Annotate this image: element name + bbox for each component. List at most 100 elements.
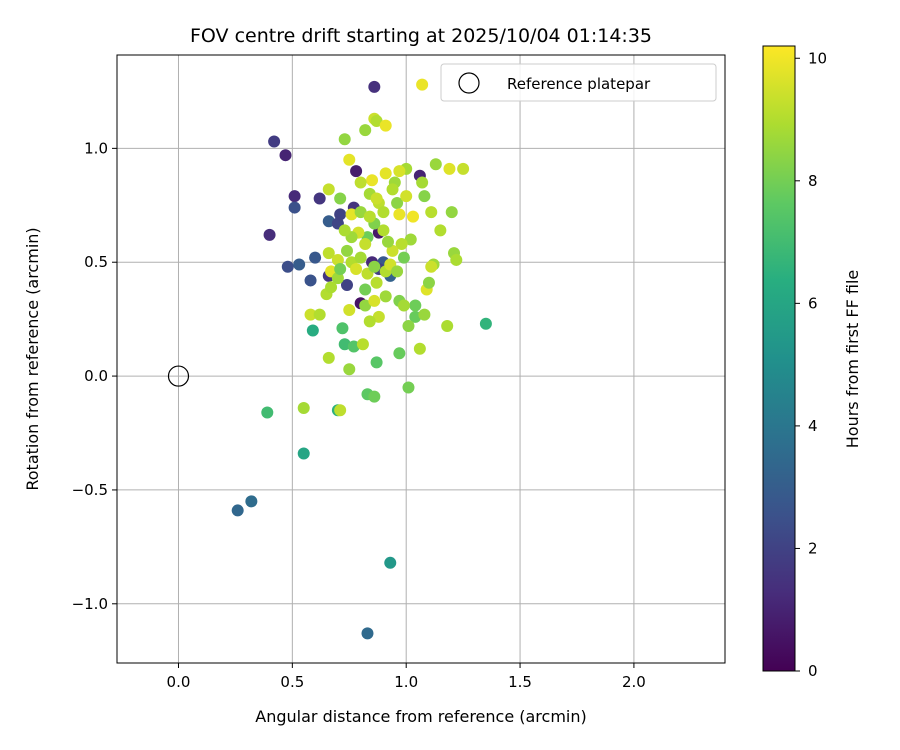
y-axis-ticks: −1.0 −0.5 0.0 0.5 1.0	[72, 139, 117, 613]
data-point	[313, 192, 326, 205]
colorbar-tick-label: 10	[808, 49, 827, 67]
data-point	[393, 208, 406, 221]
data-point	[370, 356, 383, 369]
grid-lines	[117, 55, 725, 663]
data-point	[368, 80, 381, 93]
data-point	[425, 206, 438, 219]
data-point	[391, 265, 404, 278]
x-tick-label: 0.5	[280, 673, 304, 691]
reference-marker	[167, 365, 190, 387]
data-point	[340, 244, 353, 257]
data-point	[245, 495, 258, 508]
data-point	[309, 251, 322, 264]
chart-title: FOV centre drift starting at 2025/10/04 …	[190, 25, 652, 47]
data-point	[359, 283, 372, 296]
data-point	[350, 165, 363, 178]
data-point	[297, 447, 310, 460]
data-point	[407, 210, 420, 223]
data-point	[334, 263, 347, 276]
data-point	[409, 299, 422, 312]
x-tick-label: 1.5	[508, 673, 532, 691]
data-point	[354, 206, 367, 219]
data-point	[334, 192, 347, 205]
data-point	[434, 224, 447, 237]
data-point	[336, 322, 349, 335]
data-point	[384, 556, 397, 569]
data-point	[443, 162, 456, 175]
colorbar-tick-label: 0	[808, 662, 818, 680]
data-point	[338, 224, 351, 237]
data-point	[345, 208, 358, 221]
data-point	[409, 310, 422, 323]
data-point	[379, 119, 392, 132]
data-point	[261, 406, 274, 419]
data-point	[395, 238, 408, 251]
data-point	[279, 149, 292, 162]
data-point	[368, 260, 381, 273]
colorbar-tick-label: 6	[808, 294, 818, 312]
data-point	[343, 363, 356, 376]
data-point	[363, 210, 376, 223]
data-point	[393, 165, 406, 178]
data-points	[231, 78, 492, 640]
colorbar-gradient	[762, 45, 796, 672]
data-point	[416, 78, 429, 91]
colorbar: 0 2 4 6 8 10 Hours from first FF file	[762, 45, 862, 680]
data-point	[425, 260, 438, 273]
data-point	[418, 308, 431, 321]
data-point	[281, 260, 294, 273]
data-point	[381, 235, 394, 248]
data-point	[340, 278, 353, 291]
data-point	[397, 299, 410, 312]
data-point	[359, 124, 372, 137]
data-point	[457, 162, 470, 175]
data-point	[379, 290, 392, 303]
legend-marker-icon	[458, 72, 480, 94]
legend-box	[440, 63, 717, 102]
data-point	[334, 404, 347, 417]
data-point	[379, 167, 392, 180]
data-point	[386, 183, 399, 196]
data-point	[306, 324, 319, 337]
data-point	[368, 294, 381, 307]
data-point	[331, 253, 344, 266]
data-point	[393, 347, 406, 360]
data-point	[479, 317, 492, 330]
data-point	[297, 401, 310, 414]
data-point	[397, 251, 410, 264]
data-point	[347, 340, 360, 353]
data-point	[356, 338, 369, 351]
data-point	[268, 135, 281, 148]
data-point	[400, 190, 413, 203]
data-point	[416, 176, 429, 189]
legend: Reference platepar	[440, 63, 717, 102]
data-point	[359, 299, 372, 312]
data-point	[304, 274, 317, 287]
data-point	[322, 215, 335, 228]
data-point	[343, 304, 356, 317]
data-point	[404, 233, 417, 246]
data-point	[322, 351, 335, 364]
data-point	[363, 315, 376, 328]
data-point	[288, 190, 301, 203]
data-point	[313, 308, 326, 321]
data-point	[331, 272, 344, 285]
data-point	[418, 190, 431, 203]
data-point	[372, 310, 385, 323]
data-point	[325, 281, 338, 294]
x-tick-label: 0.0	[167, 673, 191, 691]
colorbar-label: Hours from first FF file	[843, 270, 862, 449]
data-point	[377, 206, 390, 219]
data-point	[231, 504, 244, 517]
data-point	[322, 247, 335, 260]
data-point	[402, 319, 415, 332]
data-point	[370, 192, 383, 205]
data-point	[441, 319, 454, 332]
data-point	[343, 153, 356, 166]
data-point	[370, 115, 383, 128]
data-point	[391, 197, 404, 210]
data-point	[354, 251, 367, 264]
x-axis-ticks: 0.0 0.5 1.0 1.5 2.0	[167, 663, 646, 691]
data-point	[359, 238, 372, 251]
